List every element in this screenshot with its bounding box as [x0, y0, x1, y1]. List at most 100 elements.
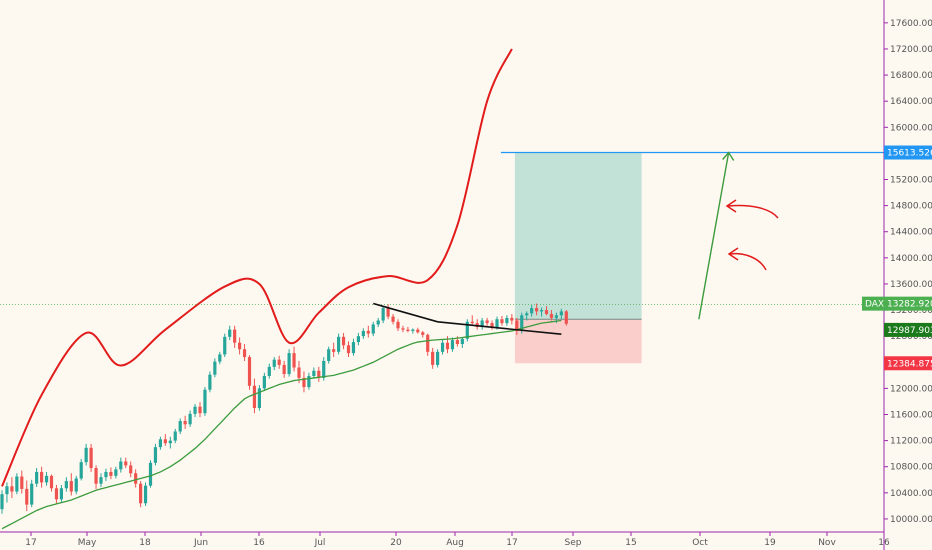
- candle[interactable]: [297, 367, 301, 378]
- candle[interactable]: [119, 461, 123, 470]
- candle[interactable]: [416, 329, 420, 333]
- candle[interactable]: [89, 447, 93, 469]
- candle[interactable]: [312, 370, 316, 376]
- candle[interactable]: [20, 476, 24, 489]
- candle[interactable]: [148, 462, 153, 486]
- candle[interactable]: [104, 471, 108, 478]
- profit-zone[interactable]: [514, 152, 642, 320]
- candle[interactable]: [302, 377, 306, 388]
- candle[interactable]: [242, 349, 247, 358]
- candle[interactable]: [351, 342, 356, 354]
- candle[interactable]: [401, 328, 405, 330]
- candle[interactable]: [129, 465, 133, 474]
- candle[interactable]: [213, 361, 217, 375]
- candle[interactable]: [94, 468, 98, 484]
- candle[interactable]: [64, 481, 68, 489]
- candle[interactable]: [168, 440, 172, 444]
- candle[interactable]: [134, 473, 138, 484]
- candle[interactable]: [317, 370, 321, 378]
- candle[interactable]: [25, 488, 29, 505]
- candle[interactable]: [460, 338, 464, 345]
- candle[interactable]: [153, 447, 158, 463]
- candle[interactable]: [208, 374, 212, 390]
- candle[interactable]: [366, 330, 370, 334]
- candle[interactable]: [510, 317, 514, 321]
- candle[interactable]: [411, 329, 415, 331]
- candle[interactable]: [40, 471, 44, 483]
- candle[interactable]: [376, 320, 380, 325]
- candle[interactable]: [178, 421, 182, 432]
- candle[interactable]: [505, 317, 509, 324]
- candle[interactable]: [361, 330, 365, 337]
- candle[interactable]: [173, 431, 177, 441]
- candle[interactable]: [332, 349, 336, 352]
- candle[interactable]: [158, 439, 162, 448]
- candle[interactable]: [371, 324, 375, 334]
- candle[interactable]: [381, 308, 385, 321]
- candle[interactable]: [386, 308, 390, 317]
- candle[interactable]: [163, 439, 167, 444]
- candle[interactable]: [539, 310, 544, 312]
- candle[interactable]: [455, 340, 459, 345]
- candle[interactable]: [30, 483, 34, 505]
- candle[interactable]: [114, 469, 118, 476]
- candle[interactable]: [431, 351, 435, 365]
- candle[interactable]: [282, 364, 286, 375]
- candle[interactable]: [124, 461, 128, 466]
- candle[interactable]: [15, 476, 19, 492]
- candle[interactable]: [421, 332, 425, 335]
- candle[interactable]: [228, 329, 232, 337]
- candle[interactable]: [193, 406, 197, 414]
- pullback-arrow[interactable]: [727, 204, 779, 219]
- projection-arrow[interactable]: [698, 152, 730, 320]
- candle[interactable]: [139, 483, 143, 504]
- candle[interactable]: [262, 375, 266, 389]
- candle[interactable]: [198, 406, 202, 414]
- candle[interactable]: [549, 313, 554, 318]
- candle[interactable]: [515, 320, 519, 331]
- candle[interactable]: [238, 342, 242, 350]
- candle[interactable]: [307, 375, 311, 388]
- candle[interactable]: [277, 359, 281, 365]
- candle[interactable]: [327, 349, 331, 361]
- candle[interactable]: [480, 320, 484, 328]
- candle[interactable]: [252, 385, 257, 408]
- candle[interactable]: [59, 488, 63, 500]
- candle[interactable]: [391, 316, 395, 322]
- candle[interactable]: [559, 311, 563, 316]
- candle[interactable]: [69, 481, 73, 492]
- trendline[interactable]: [373, 302, 562, 336]
- candle[interactable]: [74, 478, 78, 492]
- candle[interactable]: [450, 340, 455, 350]
- candle[interactable]: [54, 488, 59, 500]
- candle[interactable]: [267, 366, 271, 376]
- candle[interactable]: [436, 351, 440, 365]
- projection-curve[interactable]: [1, 48, 513, 487]
- candle[interactable]: [564, 311, 568, 324]
- candle[interactable]: [440, 342, 445, 352]
- candle[interactable]: [445, 342, 450, 350]
- candle[interactable]: [99, 477, 103, 484]
- candle[interactable]: [535, 308, 539, 312]
- candle[interactable]: [554, 315, 558, 318]
- candle[interactable]: [5, 486, 9, 495]
- candle[interactable]: [525, 313, 529, 316]
- candle[interactable]: [143, 485, 148, 504]
- candle[interactable]: [346, 345, 351, 354]
- candle[interactable]: [426, 334, 430, 352]
- candle[interactable]: [247, 357, 252, 386]
- candle[interactable]: [35, 471, 39, 484]
- candle[interactable]: [485, 320, 489, 324]
- candle[interactable]: [183, 421, 187, 425]
- candle[interactable]: [406, 329, 410, 331]
- candle[interactable]: [223, 336, 227, 355]
- candle[interactable]: [10, 486, 14, 492]
- candle[interactable]: [465, 321, 469, 339]
- candle[interactable]: [520, 315, 524, 331]
- candle[interactable]: [530, 308, 534, 314]
- candle[interactable]: [233, 329, 237, 343]
- candle[interactable]: [272, 359, 276, 367]
- candle[interactable]: [500, 319, 504, 324]
- candle[interactable]: [84, 447, 88, 463]
